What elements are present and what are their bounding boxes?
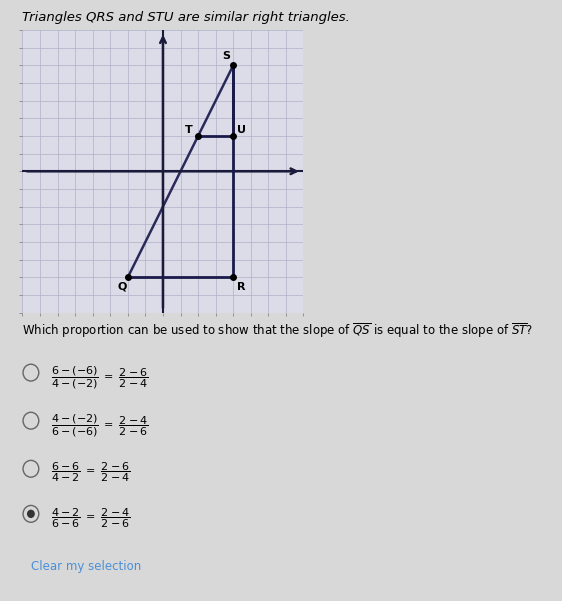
Text: Clear my selection: Clear my selection	[31, 560, 141, 573]
Text: $\dfrac{4-2}{6-6}$ $=$ $\dfrac{2-4}{2-6}$: $\dfrac{4-2}{6-6}$ $=$ $\dfrac{2-4}{2-6}…	[51, 506, 130, 529]
Text: Triangles QRS and STU are similar right triangles.: Triangles QRS and STU are similar right …	[22, 11, 350, 24]
Text: Q: Q	[117, 282, 126, 291]
Text: $\dfrac{6-6}{4-2}$ $=$ $\dfrac{2-6}{2-4}$: $\dfrac{6-6}{4-2}$ $=$ $\dfrac{2-6}{2-4}…	[51, 461, 130, 484]
Text: Which proportion can be used to show that the slope of $\overline{QS}$ is equal : Which proportion can be used to show tha…	[22, 322, 534, 340]
Text: T: T	[185, 126, 193, 135]
Text: S: S	[222, 51, 230, 61]
Text: U: U	[237, 126, 246, 135]
Text: R: R	[237, 282, 245, 291]
Text: $\dfrac{4-(-2)}{6-(-6)}$ $=$ $\dfrac{2-4}{2-6}$: $\dfrac{4-(-2)}{6-(-6)}$ $=$ $\dfrac{2-4…	[51, 413, 148, 439]
Text: $\dfrac{6-(-6)}{4-(-2)}$ $=$ $\dfrac{2-6}{2-4}$: $\dfrac{6-(-6)}{4-(-2)}$ $=$ $\dfrac{2-6…	[51, 365, 148, 391]
